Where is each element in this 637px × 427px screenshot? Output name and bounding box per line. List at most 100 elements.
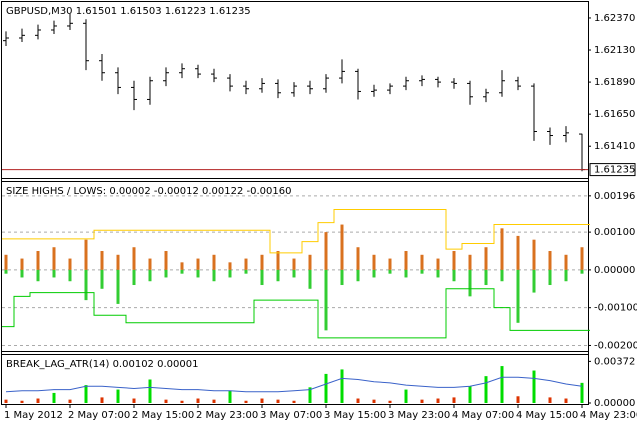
histogram-bar	[372, 399, 376, 403]
histogram-bar	[452, 397, 456, 403]
histogram-bar	[36, 251, 40, 270]
pane-title: BREAK_LAG_ATR(14) 0.00102 0.00001	[6, 359, 198, 370]
histogram-bar	[580, 247, 584, 270]
step-line	[2, 288, 590, 339]
histogram-bar	[132, 398, 136, 403]
histogram-bar	[164, 251, 168, 270]
y-tick-label: 1.61650	[594, 109, 635, 120]
x-tick-label: 2 May 23:00	[196, 410, 258, 421]
histogram-bar	[36, 269, 40, 282]
histogram-bar	[116, 269, 120, 304]
histogram-bar	[468, 269, 472, 297]
histogram-bar	[244, 258, 248, 270]
histogram-bar	[356, 398, 360, 403]
histogram-bar	[484, 376, 488, 403]
x-tick-label: 3 May 23:00	[388, 410, 450, 421]
histogram-bar	[116, 389, 120, 403]
histogram-bar	[516, 235, 520, 270]
pane-title: GBPUSD,M30 1.61501 1.61503 1.61223 1.612…	[6, 6, 251, 17]
histogram-bar	[404, 269, 408, 278]
histogram-bar	[356, 247, 360, 270]
histogram-bar	[388, 269, 392, 274]
histogram-bar	[372, 269, 376, 278]
histogram-bar	[228, 262, 232, 270]
x-tick-label: 2 May 15:00	[132, 410, 194, 421]
last-price-box	[589, 163, 636, 177]
histogram-bar	[420, 254, 424, 270]
histogram-bar	[164, 399, 168, 403]
histogram-bar	[84, 385, 88, 403]
histogram-bar	[564, 269, 568, 282]
histogram-bar	[212, 399, 216, 403]
histogram-bar	[36, 398, 40, 403]
histogram-bar	[324, 232, 328, 270]
histogram-bar	[548, 251, 552, 270]
histogram-bar	[244, 400, 248, 403]
histogram-bar	[276, 399, 280, 403]
histogram-bar	[196, 398, 200, 403]
histogram-bar	[468, 386, 472, 403]
histogram-bar	[212, 269, 216, 282]
histogram-bar	[132, 247, 136, 270]
histogram-bar	[132, 269, 136, 286]
histogram-bar	[4, 399, 8, 403]
histogram-bar	[484, 269, 488, 286]
step-line	[2, 208, 590, 254]
histogram-bar	[452, 251, 456, 270]
x-tick-label: 4 May 07:00	[452, 410, 514, 421]
histogram-bar	[4, 254, 8, 270]
histogram-bar	[260, 398, 264, 403]
histogram-bar	[212, 254, 216, 270]
x-tick-label: 4 May 23:00	[580, 410, 637, 421]
histogram-bar	[52, 247, 56, 270]
y-tick-label: 0.00196	[594, 191, 635, 202]
histogram-bar	[436, 258, 440, 270]
histogram-bar	[100, 269, 104, 289]
histogram-bar	[516, 396, 520, 403]
histogram-bar	[340, 269, 344, 286]
histogram-bar	[324, 269, 328, 331]
histogram-bar	[68, 258, 72, 270]
histogram-bar	[468, 254, 472, 270]
y-tick-label: 1.61890	[594, 77, 635, 88]
histogram-bar	[324, 373, 328, 403]
x-tick-label: 1 May 2012	[4, 410, 63, 421]
histogram-bar	[500, 228, 504, 270]
histogram-bar	[260, 269, 264, 286]
histogram-bar	[276, 251, 280, 270]
histogram-bar	[180, 400, 184, 403]
histogram-bar	[116, 254, 120, 270]
histogram-bar	[52, 392, 56, 403]
histogram-bar	[148, 269, 152, 282]
histogram-bar	[436, 398, 440, 403]
histogram-bar	[500, 366, 504, 403]
histogram-bar	[436, 269, 440, 278]
pane-title: SIZE HIGHS / LOWS: 0.00002 -0.00012 0.00…	[6, 186, 292, 197]
y-tick-label: 1.61410	[594, 141, 635, 152]
histogram-bar	[452, 269, 456, 282]
histogram-bar	[532, 239, 536, 270]
histogram-bar	[340, 369, 344, 403]
histogram-bar	[516, 269, 520, 323]
histogram-bar	[292, 269, 296, 278]
histogram-bar	[52, 269, 56, 278]
histogram-bar	[532, 269, 536, 293]
histogram-bar	[388, 400, 392, 403]
histogram-bar	[548, 269, 552, 286]
histogram-bar	[308, 269, 312, 289]
y-tick-label: -0.00200	[594, 340, 637, 351]
histogram-bar	[20, 400, 24, 403]
histogram-bar	[20, 269, 24, 278]
x-tick-label: 4 May 15:00	[516, 410, 578, 421]
histogram-bar	[564, 398, 568, 403]
histogram-bar	[420, 399, 424, 403]
histogram-bar	[244, 269, 248, 274]
y-tick-label: 1.62370	[594, 13, 635, 24]
histogram-bar	[548, 397, 552, 403]
histogram-bar	[308, 387, 312, 403]
histogram-bar	[484, 247, 488, 270]
histogram-bar	[564, 254, 568, 270]
